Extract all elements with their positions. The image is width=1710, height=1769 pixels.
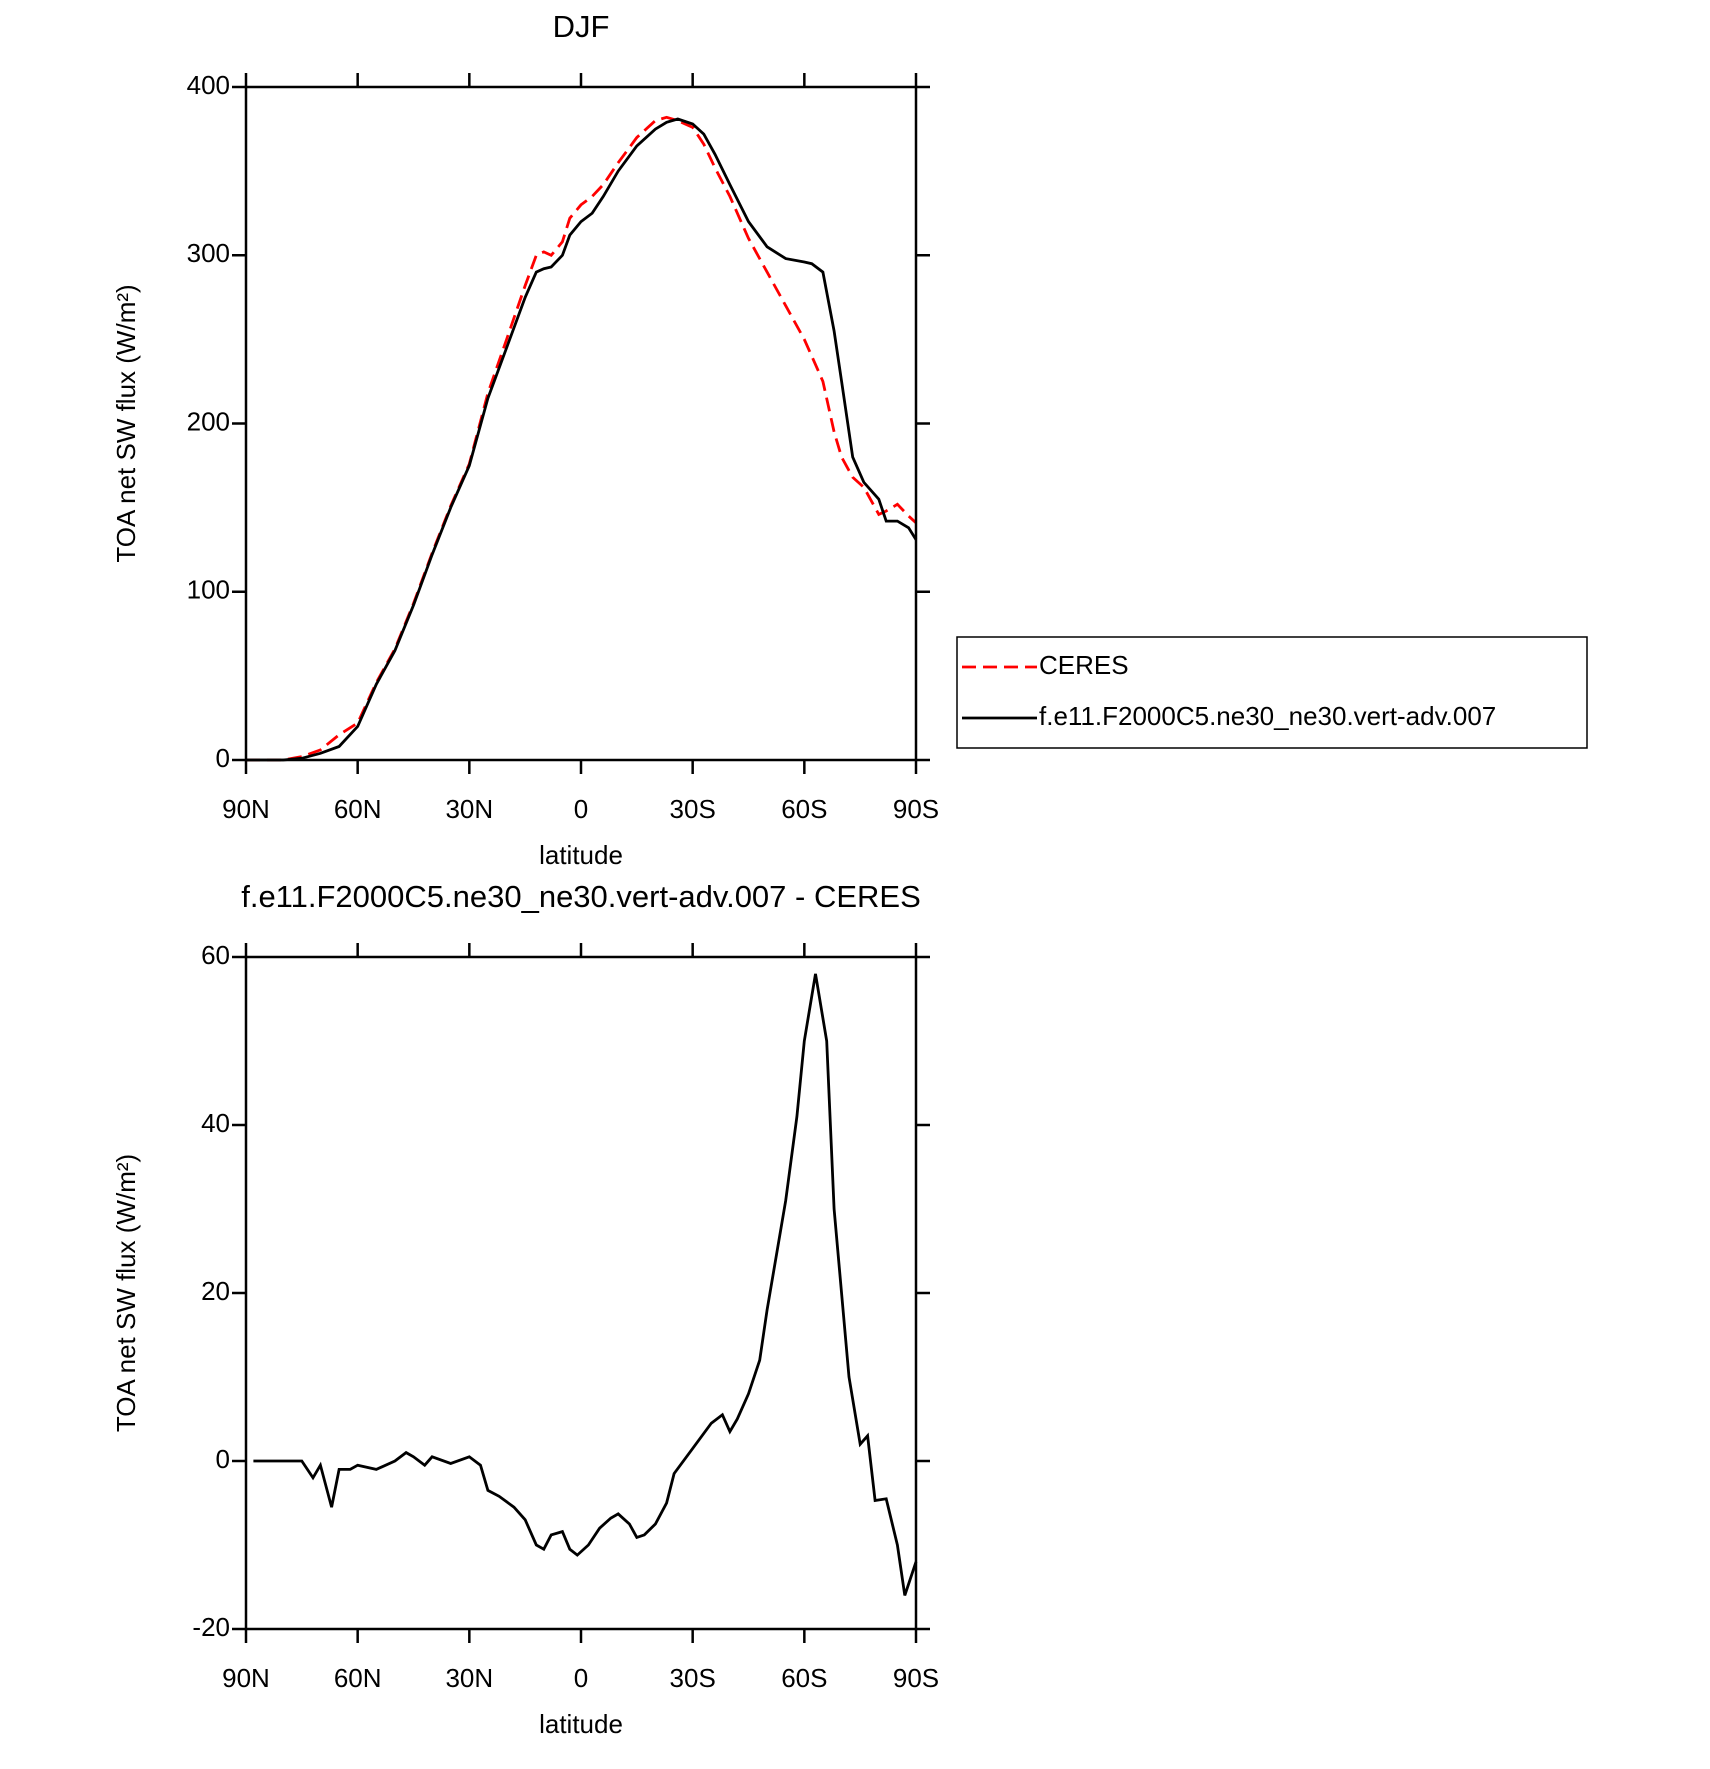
x-tick-label: 30S [670,794,716,824]
x-tick-label: 60S [781,1663,827,1693]
legend-label: CERES [1039,650,1129,680]
y-tick-label: 400 [187,70,230,100]
y-tick-label: 60 [201,940,230,970]
y-axis-label: TOA net SW flux (W/m²) [111,284,141,562]
y-tick-label: 0 [216,743,230,773]
x-tick-label: 0 [574,794,588,824]
x-axis-label: latitude [539,1709,623,1739]
y-tick-label: 0 [216,1444,230,1474]
y-tick-label: 40 [201,1108,230,1138]
chart-title: f.e11.F2000C5.ne30_ne30.vert-adv.007 - C… [241,879,921,914]
y-tick-label: 200 [187,406,230,436]
x-tick-label: 90S [893,794,939,824]
legend: CERES f.e11.F2000C5.ne30_ne30.vert-adv.00… [956,636,1588,749]
y-tick-label: -20 [192,1612,230,1642]
x-tick-label: 30N [445,1663,493,1693]
legend-box [956,636,1588,749]
x-tick-label: 90S [893,1663,939,1693]
data-line [246,117,918,762]
plot-frame [244,85,918,762]
x-tick-label: 60S [781,794,827,824]
y-tick-label: 20 [201,1276,230,1306]
x-tick-label: 60N [334,794,382,824]
y-tick-label: 300 [187,238,230,268]
x-axis-label: latitude [539,840,623,870]
data-line [246,115,917,762]
chart-title: DJF [553,9,610,44]
x-tick-label: 30S [670,1663,716,1693]
data-line [253,973,918,1596]
x-tick-label: 0 [574,1663,588,1693]
x-tick-label: 90N [222,794,270,824]
y-tick-label: 100 [187,575,230,605]
x-tick-label: 30N [445,794,493,824]
legend-label: f.e11.F2000C5.ne30_ne30.vert-adv.007 [1039,701,1496,731]
x-tick-label: 90N [222,1663,270,1693]
x-tick-label: 60N [334,1663,382,1693]
y-axis-label: TOA net SW flux (W/m²) [111,1154,141,1432]
plot-frame [244,955,918,1631]
